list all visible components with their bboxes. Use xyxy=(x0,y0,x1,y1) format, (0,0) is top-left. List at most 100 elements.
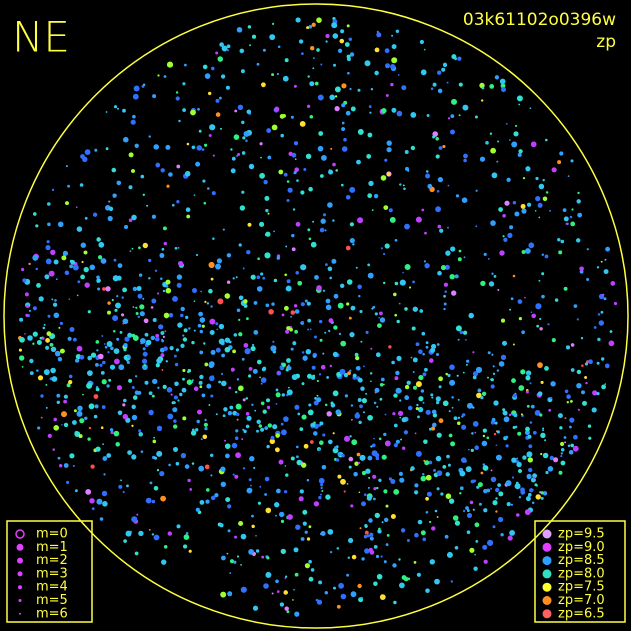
star xyxy=(296,455,299,459)
legend-marker xyxy=(18,585,22,590)
star xyxy=(306,537,311,541)
star xyxy=(421,331,426,336)
star xyxy=(308,25,313,29)
star xyxy=(208,91,212,96)
star xyxy=(422,537,427,542)
star xyxy=(310,440,314,444)
star xyxy=(248,478,252,482)
star xyxy=(527,434,532,439)
star xyxy=(512,274,516,278)
star xyxy=(358,491,361,494)
star xyxy=(404,223,410,230)
star xyxy=(569,425,572,429)
star xyxy=(202,434,208,440)
star xyxy=(361,557,365,561)
star xyxy=(180,313,184,318)
star xyxy=(439,228,444,233)
star xyxy=(87,310,91,314)
star xyxy=(132,114,136,119)
star xyxy=(396,110,403,117)
star xyxy=(119,331,123,334)
star xyxy=(327,529,334,535)
star xyxy=(347,556,350,559)
star xyxy=(451,396,454,399)
star xyxy=(183,544,188,549)
star xyxy=(374,387,380,393)
star xyxy=(78,434,83,439)
star xyxy=(370,380,372,383)
star xyxy=(233,333,237,337)
star xyxy=(46,331,52,337)
star xyxy=(457,421,461,425)
star xyxy=(224,439,227,442)
star xyxy=(509,530,515,536)
star xyxy=(604,383,607,385)
legend-marker xyxy=(17,571,23,577)
star xyxy=(151,499,156,504)
star xyxy=(284,606,289,611)
star xyxy=(247,222,252,227)
star xyxy=(306,301,311,306)
star xyxy=(462,371,465,374)
star xyxy=(225,85,230,90)
star xyxy=(98,255,103,260)
star xyxy=(50,367,56,374)
star xyxy=(474,431,477,434)
star xyxy=(198,380,203,385)
star xyxy=(162,384,167,389)
star xyxy=(325,298,331,304)
star xyxy=(196,419,200,424)
star xyxy=(138,530,144,537)
star xyxy=(262,409,267,414)
star xyxy=(156,358,162,364)
star xyxy=(336,604,341,609)
star xyxy=(221,555,226,561)
star xyxy=(53,312,59,318)
star xyxy=(136,513,139,516)
star xyxy=(577,212,583,218)
star xyxy=(602,293,605,296)
star xyxy=(333,586,336,590)
star xyxy=(438,376,443,382)
star xyxy=(235,390,238,394)
star xyxy=(259,142,263,146)
star xyxy=(87,437,91,441)
star xyxy=(215,347,221,353)
star xyxy=(237,153,241,156)
star xyxy=(494,75,499,80)
star xyxy=(256,286,263,292)
star xyxy=(404,395,410,400)
star xyxy=(223,407,228,412)
star xyxy=(371,209,374,211)
star xyxy=(260,401,265,406)
star xyxy=(445,372,448,376)
star xyxy=(80,274,85,280)
star xyxy=(276,72,279,76)
star xyxy=(288,151,293,156)
star xyxy=(324,229,327,232)
legend-label: zp=9.5 xyxy=(558,527,605,542)
star xyxy=(254,409,257,412)
star xyxy=(526,404,530,408)
star xyxy=(566,345,570,350)
star xyxy=(45,407,48,409)
star xyxy=(167,61,173,68)
star xyxy=(238,295,244,301)
star xyxy=(148,258,152,263)
star xyxy=(512,393,517,398)
star xyxy=(232,277,235,280)
star xyxy=(226,253,232,258)
star xyxy=(163,346,168,352)
star xyxy=(431,409,437,415)
star xyxy=(357,398,362,402)
star xyxy=(588,359,593,365)
star xyxy=(355,356,360,361)
star xyxy=(73,337,77,342)
star xyxy=(422,353,425,356)
star xyxy=(554,298,559,302)
star xyxy=(208,404,211,406)
star xyxy=(209,375,215,381)
star xyxy=(72,464,75,467)
star xyxy=(264,426,269,430)
